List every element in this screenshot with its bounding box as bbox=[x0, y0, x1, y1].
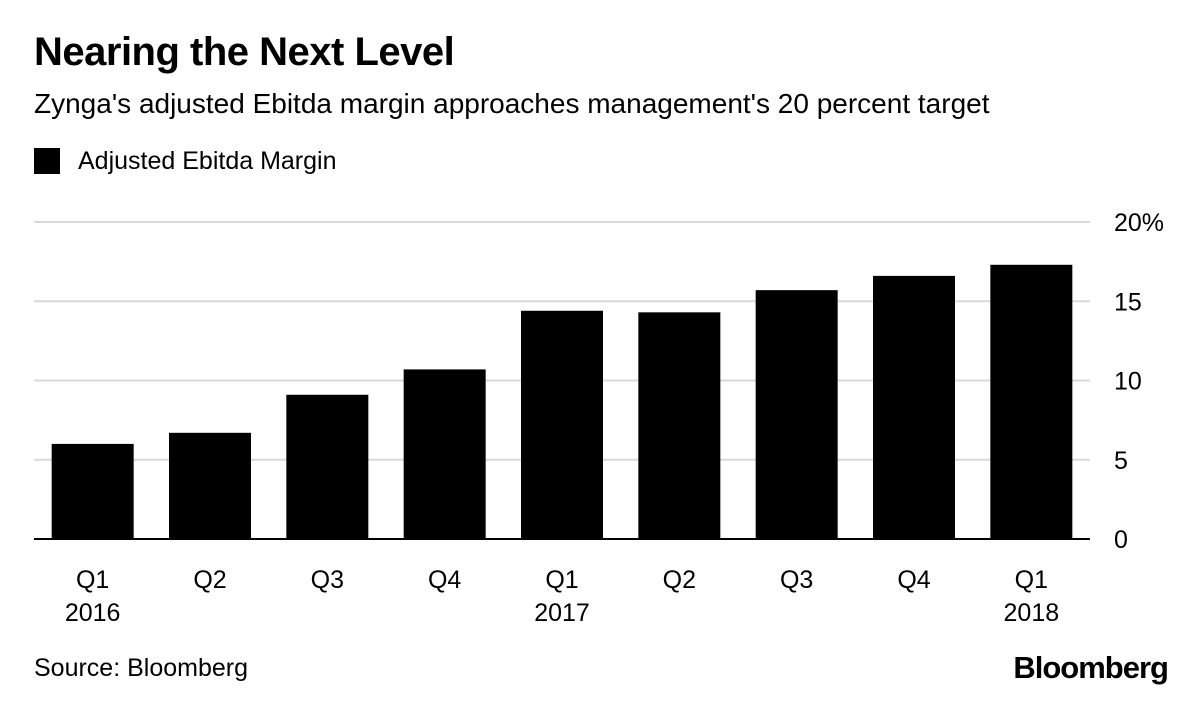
x-tick-label: Q3 bbox=[780, 566, 813, 594]
bar bbox=[51, 443, 134, 539]
bloomberg-logo: Bloomberg bbox=[1013, 650, 1169, 685]
bar bbox=[521, 310, 603, 539]
x-year-label: 2018 bbox=[1004, 599, 1060, 627]
bar bbox=[873, 275, 955, 539]
x-tick-label: Q4 bbox=[897, 566, 930, 594]
legend-swatch bbox=[34, 148, 60, 174]
x-tick-label: Q1 bbox=[1015, 566, 1048, 594]
bar bbox=[638, 312, 721, 539]
x-year-label: 2016 bbox=[65, 599, 121, 627]
bar bbox=[403, 369, 486, 539]
legend-label: Adjusted Ebitda Margin bbox=[78, 146, 337, 175]
y-tick-label: 15 bbox=[1114, 288, 1142, 316]
x-tick-label: Q3 bbox=[311, 566, 344, 594]
y-tick-label: 20% bbox=[1114, 209, 1164, 237]
bar bbox=[169, 432, 251, 539]
x-tick-label: Q1 bbox=[76, 566, 109, 594]
y-tick-label: 10 bbox=[1114, 368, 1142, 396]
chart-title: Nearing the Next Level bbox=[34, 30, 455, 74]
x-year-label: 2017 bbox=[534, 599, 590, 627]
legend: Adjusted Ebitda Margin bbox=[34, 146, 336, 176]
bar bbox=[286, 394, 369, 539]
x-tick-label: Q2 bbox=[193, 566, 226, 594]
bar bbox=[755, 290, 838, 539]
chart-subtitle: Zynga's adjusted Ebitda margin approache… bbox=[34, 88, 990, 119]
x-tick-label: Q2 bbox=[663, 566, 696, 594]
bar bbox=[990, 264, 1073, 539]
x-tick-label: Q4 bbox=[428, 566, 461, 594]
x-tick-label: Q1 bbox=[545, 566, 578, 594]
source-note: Source: Bloomberg bbox=[34, 654, 249, 682]
y-tick-label: 5 bbox=[1114, 447, 1128, 475]
y-tick-label: 0 bbox=[1114, 526, 1128, 554]
